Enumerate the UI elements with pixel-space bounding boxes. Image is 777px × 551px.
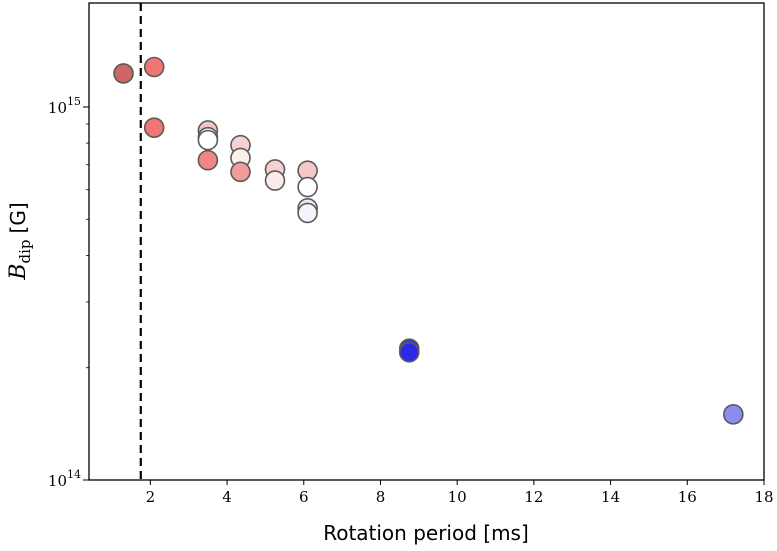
data-point	[297, 176, 318, 198]
x-tick-label: 4	[222, 488, 232, 506]
x-tick-label: 6	[299, 488, 309, 506]
data-point	[113, 63, 134, 84]
y-axis-label-unit: [G]	[6, 202, 30, 233]
data-point	[197, 149, 219, 171]
data-point	[398, 341, 420, 363]
x-tick-label: 14	[601, 488, 620, 506]
y-tick-exponent: 14	[67, 468, 81, 481]
plot-frame	[88, 2, 765, 481]
y-axis-label-sub: dip	[16, 239, 34, 263]
x-tick-label: 2	[146, 488, 156, 506]
data-point	[723, 404, 744, 425]
y-tick-exponent: 15	[67, 95, 81, 108]
y-axis-label-main: B	[6, 263, 31, 280]
data-point	[264, 170, 286, 191]
data-points-layer	[113, 56, 744, 425]
data-point	[143, 117, 165, 138]
x-tick-label: 10	[448, 488, 467, 506]
x-axis-label: Rotation period [ms]	[323, 521, 529, 545]
y-axis-label: Bdip [G]	[6, 202, 34, 280]
x-axis-ticks: 2 4 6 8 10 12 14 16 18	[146, 480, 774, 506]
x-tick-label: 18	[754, 488, 773, 506]
data-point	[297, 202, 318, 224]
data-point	[143, 56, 165, 78]
data-point	[197, 129, 219, 151]
data-point	[230, 161, 251, 183]
x-tick-label: 16	[678, 488, 697, 506]
x-tick-label: 12	[524, 488, 543, 506]
x-tick-label: 8	[376, 488, 386, 506]
